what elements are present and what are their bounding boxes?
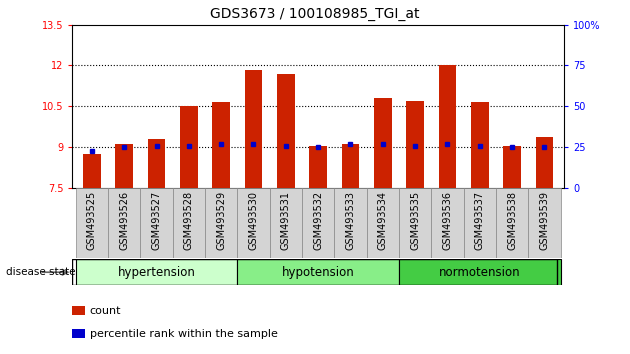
Bar bbox=[72, 329, 84, 338]
Bar bbox=[238, 188, 270, 258]
Bar bbox=[432, 188, 464, 258]
Text: GSM493538: GSM493538 bbox=[507, 191, 517, 250]
Bar bbox=[367, 188, 399, 258]
Bar bbox=[212, 102, 230, 188]
Text: GSM493527: GSM493527 bbox=[151, 191, 161, 250]
Text: GSM493536: GSM493536 bbox=[442, 191, 452, 250]
Text: GSM493528: GSM493528 bbox=[184, 191, 194, 250]
Text: GSM493532: GSM493532 bbox=[313, 191, 323, 250]
Text: GSM493539: GSM493539 bbox=[539, 191, 549, 250]
Bar bbox=[173, 188, 205, 258]
Bar bbox=[277, 74, 295, 188]
Bar bbox=[529, 188, 561, 258]
Text: GSM493534: GSM493534 bbox=[378, 191, 388, 250]
Bar bbox=[302, 188, 335, 258]
Text: GSM493525: GSM493525 bbox=[87, 191, 97, 250]
Text: GSM493530: GSM493530 bbox=[248, 191, 258, 250]
Bar bbox=[464, 188, 496, 258]
Bar bbox=[147, 139, 166, 188]
Bar bbox=[238, 259, 399, 285]
Text: hypertension: hypertension bbox=[118, 266, 195, 279]
Text: count: count bbox=[89, 306, 121, 316]
Bar bbox=[374, 98, 392, 188]
Bar bbox=[244, 70, 262, 188]
Text: GSM493535: GSM493535 bbox=[410, 191, 420, 250]
Bar bbox=[76, 259, 238, 285]
Bar bbox=[108, 188, 140, 258]
Bar bbox=[76, 188, 108, 258]
Bar bbox=[270, 188, 302, 258]
Text: GSM493537: GSM493537 bbox=[475, 191, 485, 250]
Text: normotension: normotension bbox=[439, 266, 520, 279]
Bar bbox=[335, 188, 367, 258]
Text: GSM493529: GSM493529 bbox=[216, 191, 226, 250]
Bar bbox=[205, 188, 238, 258]
Bar bbox=[180, 106, 198, 188]
Text: GSM493526: GSM493526 bbox=[119, 191, 129, 250]
Bar bbox=[406, 101, 424, 188]
Text: GSM493533: GSM493533 bbox=[345, 191, 355, 250]
Bar bbox=[438, 65, 456, 188]
Bar bbox=[399, 259, 561, 285]
Bar bbox=[503, 145, 521, 188]
Bar bbox=[72, 306, 84, 314]
Bar bbox=[309, 145, 327, 188]
Text: disease state: disease state bbox=[6, 267, 76, 277]
Text: hypotension: hypotension bbox=[282, 266, 355, 279]
Bar bbox=[341, 144, 359, 188]
Bar bbox=[399, 188, 432, 258]
Bar bbox=[496, 188, 529, 258]
Bar bbox=[471, 102, 489, 188]
Bar bbox=[140, 188, 173, 258]
Bar bbox=[536, 137, 553, 188]
Bar bbox=[115, 144, 133, 188]
Text: GDS3673 / 100108985_TGI_at: GDS3673 / 100108985_TGI_at bbox=[210, 7, 420, 21]
Bar bbox=[83, 154, 101, 188]
Text: percentile rank within the sample: percentile rank within the sample bbox=[89, 329, 278, 339]
Text: GSM493531: GSM493531 bbox=[281, 191, 291, 250]
